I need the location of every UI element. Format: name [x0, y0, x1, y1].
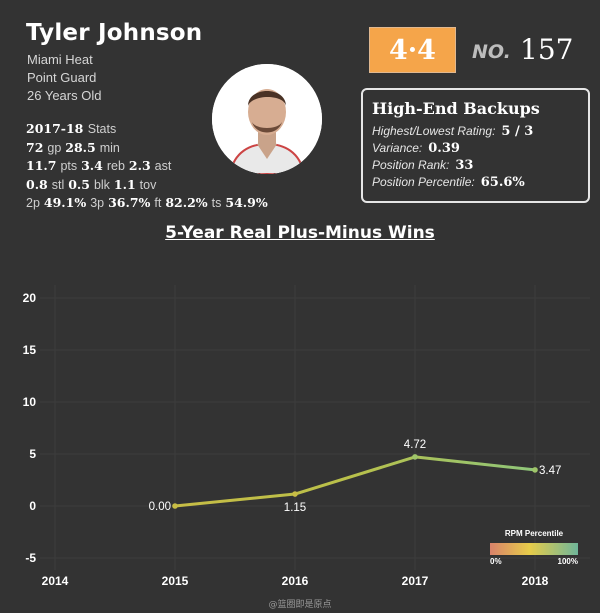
chart-legend: RPM Percentile 0% 100% — [490, 529, 578, 566]
legend-max-label: 100% — [558, 557, 578, 566]
stat-stl: 0.8 — [26, 176, 48, 192]
tier-row: Position Percentile: 65.6% — [372, 175, 525, 190]
tier-row-value: 65.6% — [480, 175, 525, 190]
stat-ts: 54.9% — [225, 195, 268, 210]
stat-min-label: min — [99, 140, 120, 155]
x-tick-label: 2016 — [282, 574, 309, 588]
stat-ft-label: ft — [154, 196, 162, 210]
x-tick-label: 2014 — [42, 574, 69, 588]
tier-row-label: Variance: — [372, 141, 423, 155]
tier-row: Position Rank: 33 — [372, 158, 473, 173]
stat-ft: 82.2% — [165, 195, 208, 210]
stat-gp: 72 — [26, 139, 44, 155]
player-headshot-icon — [212, 64, 322, 174]
stats-line-2: 11.7 pts 3.4 reb 2.3 ast — [26, 157, 268, 176]
stat-tov-label: tov — [139, 177, 157, 192]
stat-blk-label: blk — [93, 177, 110, 192]
data-point — [292, 491, 298, 497]
stat-stl-label: stl — [51, 177, 65, 192]
stat-reb: 3.4 — [81, 158, 103, 173]
data-label: 3.47 — [539, 465, 561, 477]
stats-line-4: 2p 49.1% 3p 36.7% ft 82.2% ts 54.9% — [26, 194, 268, 213]
stat-3p: 36.7% — [108, 195, 151, 210]
stats-season: 2017-18 — [26, 121, 84, 136]
stats-line-1: 72 gp 28.5 min — [26, 139, 268, 158]
stat-ast: 2.3 — [128, 158, 151, 173]
stat-3p-label: 3p — [90, 196, 105, 210]
tier-row-label: Highest/Lowest Rating: — [372, 124, 496, 138]
tier-title: High-End Backups — [372, 99, 540, 118]
player-position: Point Guard — [27, 70, 97, 85]
stat-ts-label: ts — [211, 196, 222, 210]
data-point — [412, 454, 418, 460]
y-tick-label: 20 — [23, 291, 37, 305]
data-label: 0.00 — [149, 501, 171, 513]
data-point — [172, 503, 178, 509]
player-team: Miami Heat — [27, 52, 93, 67]
stat-blk: 0.5 — [68, 176, 90, 192]
chart-grid — [40, 285, 590, 570]
legend-title: RPM Percentile — [505, 529, 564, 538]
x-tick-label: 2015 — [162, 574, 189, 588]
chart-marks: 0.00 1.15 4.72 3.47 — [149, 439, 562, 514]
player-age: 26 Years Old — [27, 88, 102, 103]
tier-row: Variance: 0.39 — [372, 141, 460, 156]
x-tick-label: 2018 — [522, 574, 549, 588]
stat-tov: 1.1 — [113, 176, 136, 192]
watermark: @篮圈即是原点 — [268, 600, 332, 610]
player-photo — [212, 64, 322, 174]
tier-row: Highest/Lowest Rating: 5 / 3 — [372, 124, 533, 139]
y-tick-label: 5 — [29, 447, 36, 461]
stat-ast-label: ast — [154, 159, 172, 173]
tier-row-value: 0.39 — [428, 141, 460, 156]
player-name: Tyler Johnson — [26, 20, 203, 46]
tier-row-value: 33 — [455, 158, 474, 173]
legend-min-label: 0% — [490, 557, 502, 566]
rpm-series-line — [174, 455, 536, 508]
rank-number: 157 — [520, 33, 574, 66]
tier-box: High-End Backups Highest/Lowest Rating: 5… — [361, 88, 590, 203]
data-label: 4.72 — [404, 439, 426, 451]
data-point — [532, 467, 538, 473]
stats-block: 2017-18 Stats 72 gp 28.5 min 11.7 pts 3.… — [26, 120, 268, 213]
stat-2p-label: 2p — [26, 196, 40, 210]
tier-row-label: Position Percentile: — [372, 175, 475, 189]
stat-pts: 11.7 — [26, 158, 57, 173]
stat-min: 28.5 — [65, 139, 96, 155]
chart-title: 5-Year Real Plus-Minus Wins — [165, 223, 435, 243]
tier-row-value: 5 / 3 — [501, 124, 534, 139]
y-tick-label: -5 — [25, 551, 36, 565]
stat-reb-label: reb — [106, 159, 125, 173]
stats-season-label: Stats — [87, 122, 117, 136]
stats-line-3: 0.8 stl 0.5 blk 1.1 tov — [26, 176, 268, 195]
stat-gp-label: gp — [47, 140, 62, 155]
stat-2p: 49.1% — [43, 195, 87, 210]
y-tick-label: 10 — [23, 395, 37, 409]
y-tick-label: 0 — [29, 499, 36, 513]
rating-score: 4·4 — [369, 27, 456, 73]
tier-row-label: Position Rank: — [372, 158, 450, 172]
rank-no-label: NO. — [472, 41, 511, 63]
data-label: 1.15 — [284, 502, 306, 514]
stats-season-line: 2017-18 Stats — [26, 120, 268, 139]
legend-gradient-bar — [490, 543, 578, 555]
y-tick-label: 15 — [23, 343, 37, 357]
stat-pts-label: pts — [60, 159, 78, 173]
x-tick-label: 2017 — [402, 574, 429, 588]
